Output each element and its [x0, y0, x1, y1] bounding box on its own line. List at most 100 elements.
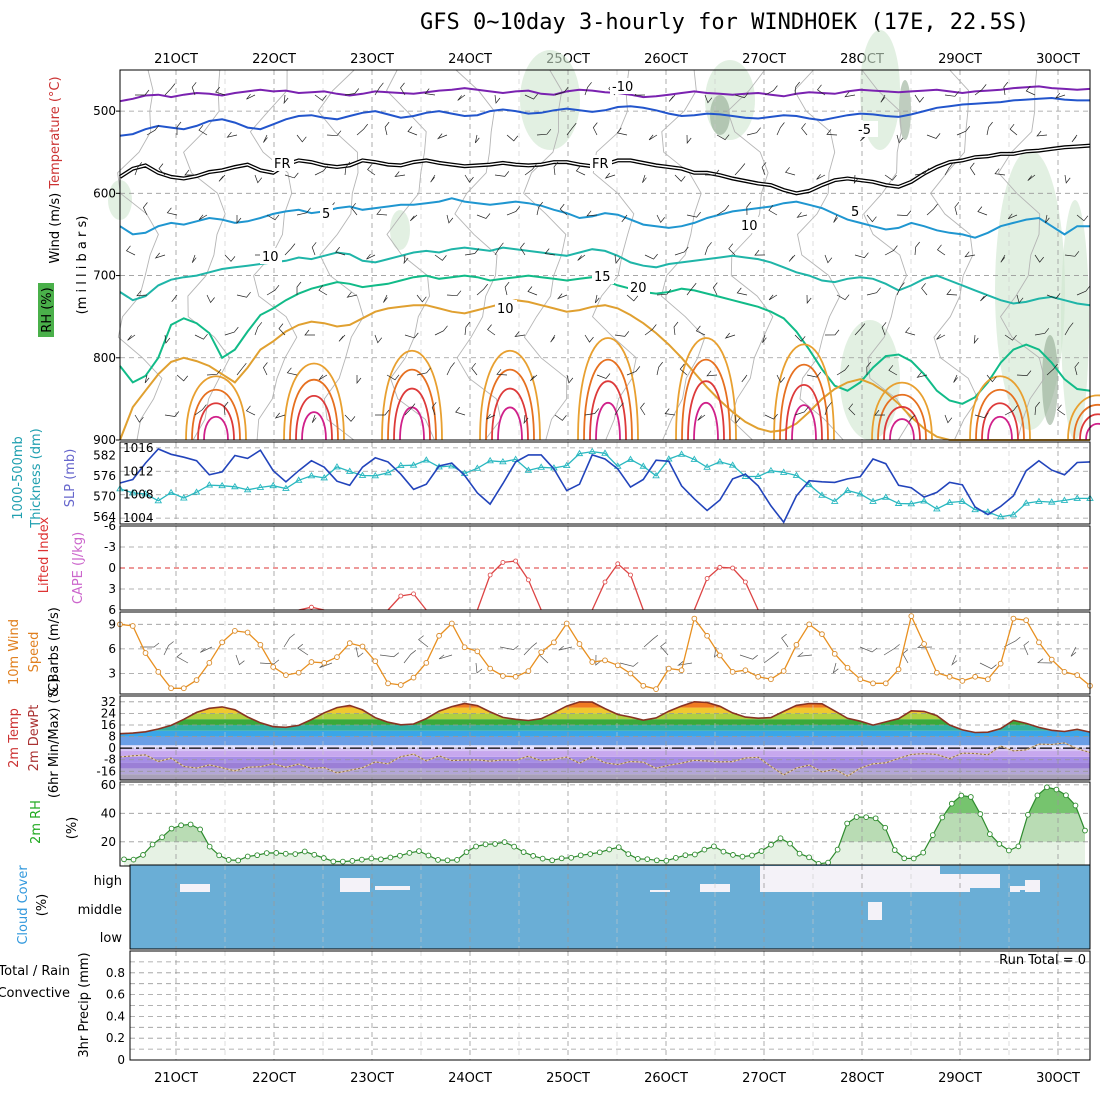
surface-wind-barb — [763, 651, 779, 664]
li-tick: 3 — [108, 582, 116, 596]
thickness-marker — [562, 461, 571, 469]
cloud-level-label: low — [100, 931, 123, 946]
rh-marker — [435, 857, 441, 863]
thickness-marker — [524, 466, 533, 473]
wind-barb — [559, 203, 568, 216]
temp-tick: 16 — [101, 718, 116, 732]
precip-tick: 0.4 — [106, 1009, 125, 1023]
wind-barb — [686, 211, 701, 218]
rh-marker — [796, 850, 803, 857]
wind-barb — [127, 334, 136, 341]
date-label-bottom: 21OCT — [154, 1071, 198, 1086]
surface-wind-barb — [859, 646, 878, 653]
wind-barb — [274, 412, 286, 419]
thickness-marker — [958, 497, 967, 504]
wind-barb — [980, 294, 988, 302]
wind-barb — [794, 334, 806, 342]
rh-marker — [454, 857, 460, 863]
wind-barb — [914, 94, 924, 103]
wind-speed-marker — [142, 650, 149, 656]
wind-barb — [446, 290, 462, 297]
rh-marker — [634, 856, 641, 862]
lifted-index-marker — [717, 564, 723, 570]
surface-wind-barb — [140, 642, 160, 648]
rh-marker — [739, 853, 746, 860]
temp-band — [120, 707, 1090, 714]
rh-marker — [787, 840, 793, 847]
thickness-marker — [677, 450, 686, 457]
rh-marker — [463, 849, 470, 855]
precip-legend-convective: Convective — [0, 986, 70, 1001]
rh-marker — [768, 841, 774, 848]
cloud-gap-high — [650, 890, 670, 892]
warm-contour — [1085, 423, 1100, 441]
surface-wind-barb — [176, 652, 189, 664]
wind-barb — [296, 207, 311, 216]
wind-barb — [896, 134, 904, 144]
cloud-gap-high — [970, 874, 1000, 888]
warm-contour — [583, 358, 633, 441]
date-label-bottom: 29OCT — [938, 1071, 982, 1086]
wind-barb — [1074, 361, 1080, 376]
wind-barb — [424, 88, 436, 96]
temp-band — [120, 713, 1090, 720]
warm-contour — [203, 415, 229, 441]
thickness-marker — [818, 491, 826, 498]
wind-barb — [866, 287, 881, 296]
wind-barb — [457, 94, 466, 101]
wind-barb — [434, 325, 448, 336]
thickness-marker — [792, 471, 801, 478]
rh-marker — [653, 857, 660, 864]
rh-marker — [615, 844, 622, 851]
wind-barb — [824, 254, 833, 264]
wind-barb — [908, 414, 916, 422]
rh-marker — [301, 848, 308, 855]
wind-barb — [986, 374, 997, 383]
wind-barb — [794, 81, 800, 96]
wind-barb — [584, 82, 592, 96]
rh-marker — [958, 792, 965, 799]
warm-contour — [969, 375, 1031, 441]
wind-speed-marker — [870, 680, 876, 687]
wind-speed-marker — [882, 680, 889, 687]
wind-speed-marker — [678, 667, 685, 674]
wind-tick: 3 — [108, 667, 116, 681]
wind-barb — [614, 331, 630, 337]
thickness-marker — [269, 481, 277, 489]
lifted-index-marker — [602, 579, 608, 585]
wind-speed-marker — [461, 644, 468, 651]
wind-barb — [383, 294, 388, 303]
wind-barb — [644, 253, 658, 260]
thickness-marker — [256, 483, 265, 490]
wind-barb — [974, 412, 989, 419]
warm-contour — [289, 379, 339, 441]
pressure-tick: 900 — [93, 433, 116, 447]
temp-tick: 24 — [101, 706, 116, 720]
rh-marker — [882, 824, 889, 831]
wind-speed-marker — [589, 659, 596, 665]
thickness-marker — [716, 457, 724, 465]
wind-barb — [431, 402, 437, 416]
surface-wind-barb — [677, 660, 693, 666]
contour-label-bg — [260, 248, 282, 264]
wind-barb — [1000, 254, 1006, 263]
wind-barb — [824, 402, 832, 416]
wind-speed-marker — [206, 659, 213, 666]
warm-contour — [191, 388, 241, 441]
wind-speed-marker — [933, 669, 940, 676]
wind-barb — [366, 253, 376, 260]
cloud-level-label: middle — [78, 903, 122, 918]
thickness-line — [119, 450, 1090, 518]
wind-barb — [686, 282, 697, 296]
thickness-marker — [920, 497, 928, 504]
thickness-marker — [767, 466, 775, 474]
wind-barb — [674, 246, 689, 256]
wind-barb — [346, 291, 358, 298]
pressure-tick: 700 — [93, 269, 116, 283]
wind-barb — [586, 210, 598, 217]
rh-marker — [292, 851, 299, 857]
panel-wind-frame — [119, 611, 1091, 695]
wind-barb — [806, 371, 821, 378]
wind-barb — [964, 251, 976, 258]
wind-barb — [944, 162, 954, 176]
